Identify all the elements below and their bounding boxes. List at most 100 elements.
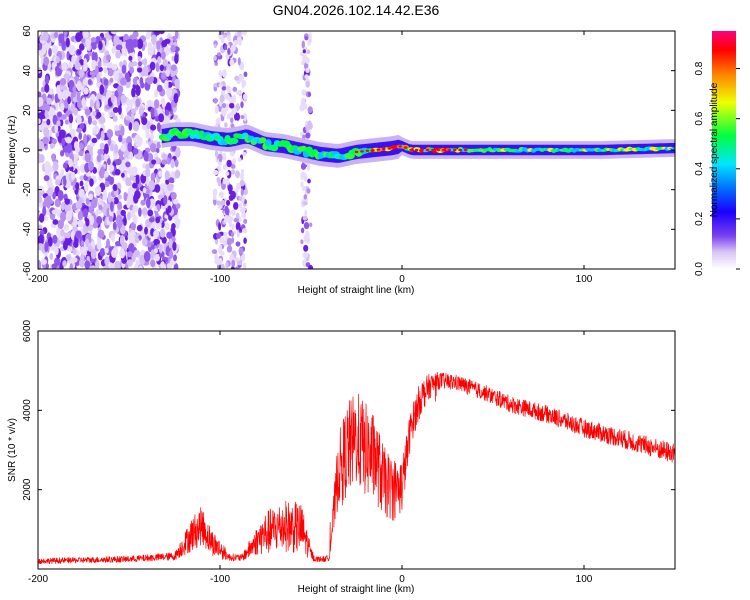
noise-stripe-speckle — [241, 228, 248, 234]
noise-stripe-speckle — [303, 244, 309, 252]
spectrogram-x-tick-label: 0 — [399, 274, 405, 285]
spectrogram-y-tick-label: -60 — [22, 261, 33, 276]
noise-speckle — [49, 142, 55, 150]
noise-speckle — [96, 239, 102, 250]
noise-speckle — [60, 211, 67, 222]
snr-y-tick-label: 4000 — [22, 399, 33, 422]
noise-stripe-speckle — [230, 44, 236, 52]
ridge-max — [398, 145, 403, 148]
noise-speckle — [136, 224, 143, 232]
noise-stripe-speckle — [243, 237, 247, 244]
noise-speckle — [171, 223, 176, 230]
noise-speckle — [120, 144, 127, 152]
spectrogram-x-tick-label: -200 — [28, 274, 48, 285]
noise-speckle — [40, 258, 48, 265]
noise-speckle — [109, 143, 115, 152]
noise-speckle — [110, 93, 115, 104]
noise-speckle — [111, 248, 118, 258]
noise-speckle — [79, 246, 87, 256]
noise-stripe-speckle — [307, 178, 311, 184]
noise-speckle — [76, 127, 82, 133]
noise-speckle — [94, 185, 102, 197]
colorbar-tick-label: 0.0 — [694, 262, 705, 276]
noise-speckle — [88, 193, 94, 201]
noise-stripe-speckle — [218, 70, 223, 78]
noise-speckle — [78, 132, 83, 140]
ridge-max — [420, 148, 424, 152]
noise-stripe-speckle — [240, 172, 245, 181]
noise-stripe-speckle — [214, 259, 219, 265]
noise-stripe-speckle — [240, 188, 244, 196]
noise-speckle — [131, 87, 136, 98]
noise-speckle — [75, 32, 82, 43]
noise-speckle — [156, 84, 163, 93]
noise-speckle — [64, 119, 69, 125]
noise-speckle — [142, 187, 147, 194]
noise-speckle — [98, 204, 103, 210]
noise-speckle — [131, 166, 138, 177]
noise-speckle — [87, 161, 95, 171]
noise-speckle — [139, 254, 146, 265]
noise-speckle — [75, 200, 82, 210]
noise-speckle — [45, 208, 51, 216]
noise-speckle — [119, 248, 126, 259]
noise-speckle — [146, 31, 151, 38]
noise-speckle — [173, 92, 179, 104]
noise-stripe-speckle — [218, 157, 222, 163]
noise-stripe-speckle — [235, 103, 240, 112]
noise-speckle — [110, 31, 118, 35]
noise-speckle — [85, 218, 90, 227]
noise-speckle — [99, 247, 106, 257]
noise-speckle — [151, 34, 157, 45]
noise-speckle — [160, 51, 166, 60]
noise-speckle — [76, 91, 81, 102]
noise-stripe-speckle — [308, 264, 314, 269]
noise-speckle — [39, 230, 45, 236]
noise-speckle — [81, 38, 86, 44]
noise-speckle — [60, 103, 65, 111]
noise-stripe-speckle — [214, 105, 219, 114]
noise-speckle — [103, 66, 108, 74]
noise-speckle — [75, 182, 80, 190]
noise-speckle — [65, 210, 73, 222]
noise-speckle — [42, 206, 47, 217]
noise-speckle — [90, 248, 97, 260]
noise-stripe-speckle — [225, 171, 230, 176]
snr-panel: -200 -100 0 100 2000 4000 6000 Height of strai… — [7, 319, 676, 595]
noise-speckle — [104, 180, 110, 188]
noise-speckle — [127, 142, 133, 152]
noise-speckle — [99, 166, 105, 176]
noise-stripe-speckle — [233, 201, 239, 210]
noise-stripe-speckle — [230, 163, 236, 169]
noise-speckle — [47, 236, 53, 247]
ridge-max — [360, 150, 364, 153]
ridge-peak — [265, 139, 272, 147]
noise-stripe-speckle — [216, 200, 221, 206]
noise-speckle — [42, 44, 47, 55]
noise-speckle — [127, 187, 133, 198]
noise-speckle — [174, 31, 179, 40]
noise-stripe-speckle — [218, 245, 223, 255]
noise-speckle — [98, 116, 106, 124]
noise-speckle — [67, 96, 72, 105]
noise-speckle — [119, 61, 123, 68]
ridge-max — [458, 148, 463, 152]
noise-speckle — [83, 133, 88, 145]
noise-speckle — [170, 158, 175, 169]
noise-stripe-speckle — [230, 117, 234, 124]
noise-stripe-speckle — [218, 191, 224, 198]
noise-speckle — [132, 182, 138, 189]
noise-stripe-speckle — [230, 231, 235, 238]
noise-speckle — [161, 159, 168, 165]
noise-speckle — [103, 78, 109, 86]
noise-speckle — [47, 88, 54, 95]
noise-speckle — [72, 248, 77, 255]
noise-stripe-speckle — [305, 67, 310, 74]
noise-stripe-speckle — [299, 51, 305, 57]
noise-speckle — [38, 96, 44, 107]
ridge-peak — [299, 145, 308, 152]
noise-speckle — [134, 263, 139, 269]
noise-stripe-speckle — [234, 75, 240, 81]
ridge-max — [436, 148, 441, 152]
ridge-max — [431, 148, 435, 152]
